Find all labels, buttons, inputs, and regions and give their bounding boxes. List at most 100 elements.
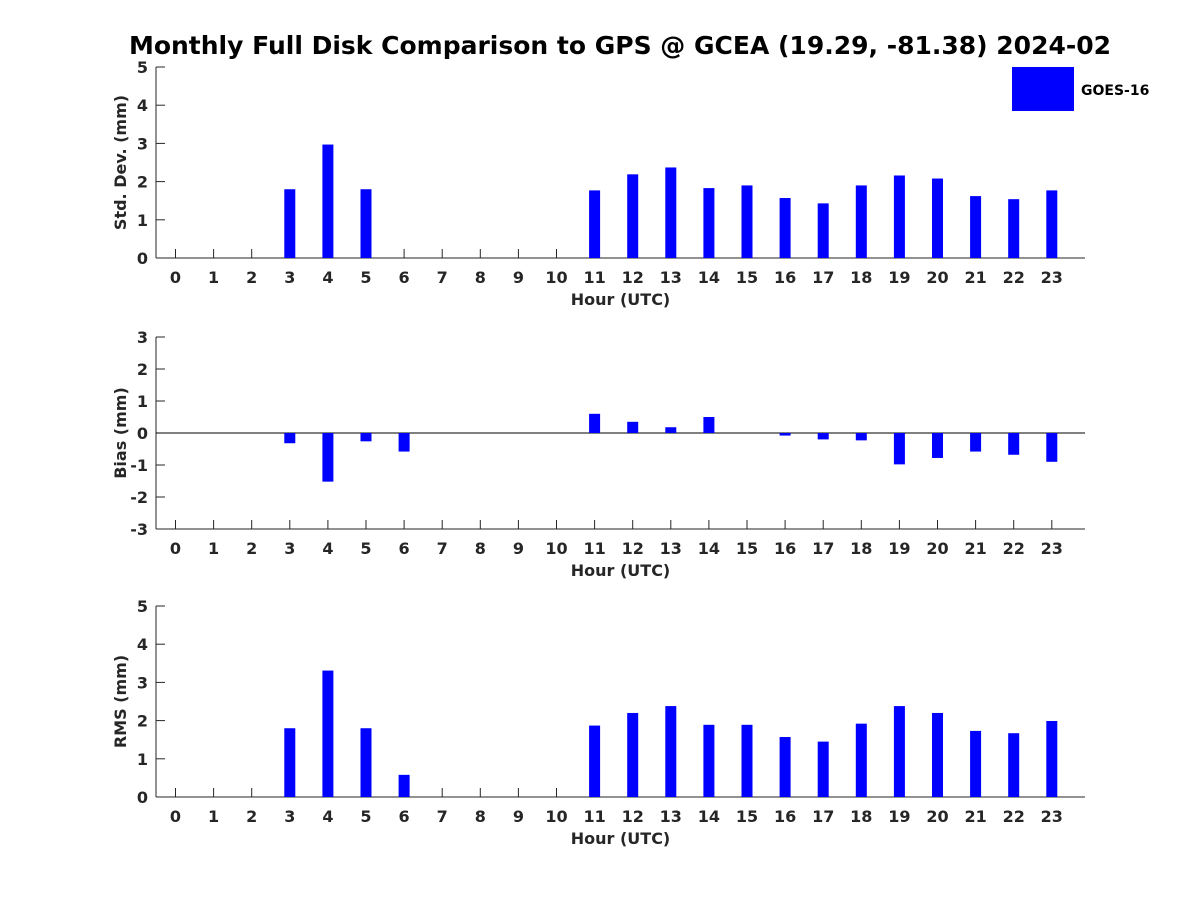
x-tick-label: 15	[736, 807, 758, 826]
y-tick-label: 0	[137, 788, 148, 807]
x-tick-label: 16	[774, 807, 796, 826]
bar-hour-6	[398, 433, 410, 452]
x-tick-label: 8	[475, 807, 486, 826]
x-axis-label: Hour (UTC)	[571, 829, 671, 848]
x-tick-label: 22	[1003, 807, 1025, 826]
bar-hour-19	[893, 175, 905, 258]
legend-swatch-goes-16	[1012, 67, 1074, 111]
bar-hour-15	[741, 185, 753, 258]
bar-hour-18	[855, 723, 867, 797]
y-tick-label: 4	[137, 635, 148, 654]
x-tick-label: 14	[698, 807, 720, 826]
y-tick-label: 3	[137, 134, 148, 153]
bar-hour-12	[627, 712, 639, 797]
bar-hour-17	[817, 203, 829, 258]
x-tick-label: 13	[660, 807, 682, 826]
y-tick-label: 0	[137, 424, 148, 443]
bar-hour-11	[589, 190, 601, 258]
x-tick-label: 20	[926, 268, 948, 287]
x-tick-label: 13	[660, 539, 682, 558]
bar-hour-19	[893, 433, 905, 465]
x-tick-label: 11	[583, 807, 605, 826]
y-axis-label: Std. Dev. (mm)	[111, 95, 130, 230]
bar-hour-22	[1008, 199, 1020, 258]
y-tick-label: 3	[137, 673, 148, 692]
x-tick-label: 21	[964, 268, 986, 287]
bar-hour-14	[703, 417, 715, 433]
bar-hour-21	[970, 196, 982, 258]
bar-hour-21	[970, 433, 982, 452]
x-tick-label: 6	[399, 268, 410, 287]
x-tick-label: 8	[475, 268, 486, 287]
bar-hour-17	[817, 741, 829, 797]
y-tick-label: -3	[130, 520, 148, 539]
x-tick-label: 3	[284, 268, 295, 287]
chart-title: Monthly Full Disk Comparison to GPS @ GC…	[129, 31, 1111, 60]
bar-hour-3	[284, 189, 296, 258]
x-tick-label: 4	[322, 807, 333, 826]
bar-hour-12	[627, 421, 639, 433]
bar-hour-5	[360, 728, 372, 797]
x-tick-label: 9	[513, 268, 524, 287]
bar-hour-14	[703, 724, 715, 797]
x-tick-label: 17	[812, 539, 834, 558]
x-tick-label: 18	[850, 268, 872, 287]
x-tick-label: 19	[888, 807, 910, 826]
x-tick-label: 0	[170, 268, 181, 287]
y-tick-label: 5	[137, 58, 148, 77]
x-tick-label: 2	[246, 539, 257, 558]
x-tick-label: 1	[208, 807, 219, 826]
y-tick-label: 1	[137, 392, 148, 411]
bar-hour-12	[627, 174, 639, 258]
bar-hour-18	[855, 433, 867, 441]
x-tick-label: 19	[888, 539, 910, 558]
x-tick-label: 7	[437, 268, 448, 287]
x-tick-label: 15	[736, 539, 758, 558]
x-tick-label: 4	[322, 268, 333, 287]
x-tick-label: 2	[246, 268, 257, 287]
x-tick-label: 16	[774, 268, 796, 287]
x-tick-label: 5	[360, 539, 371, 558]
bar-hour-3	[284, 433, 296, 444]
x-tick-label: 3	[284, 807, 295, 826]
x-tick-label: 23	[1041, 539, 1063, 558]
x-tick-label: 15	[736, 268, 758, 287]
bar-hour-16	[779, 433, 791, 436]
bar-hour-16	[779, 737, 791, 797]
x-tick-label: 19	[888, 268, 910, 287]
y-axis-label: Bias (mm)	[111, 387, 130, 479]
x-tick-label: 6	[399, 807, 410, 826]
x-tick-label: 17	[812, 268, 834, 287]
y-axis-label: RMS (mm)	[111, 655, 130, 748]
x-tick-label: 18	[850, 807, 872, 826]
bar-hour-5	[360, 189, 372, 258]
x-tick-label: 9	[513, 807, 524, 826]
bar-hour-5	[360, 433, 372, 442]
x-tick-label: 21	[964, 807, 986, 826]
bar-hour-6	[398, 774, 410, 797]
bar-hour-18	[855, 185, 867, 258]
bar-hour-23	[1046, 720, 1058, 797]
x-tick-label: 0	[170, 539, 181, 558]
bar-hour-11	[589, 413, 601, 433]
bar-hour-14	[703, 188, 715, 258]
bar-hour-3	[284, 728, 296, 797]
bar-hour-22	[1008, 733, 1020, 797]
bar-hour-19	[893, 706, 905, 797]
x-tick-label: 22	[1003, 539, 1025, 558]
x-tick-label: 4	[322, 539, 333, 558]
bar-hour-16	[779, 198, 791, 258]
bar-hour-13	[665, 427, 677, 433]
bar-hour-4	[322, 144, 334, 258]
x-tick-label: 6	[399, 539, 410, 558]
y-tick-label: 5	[137, 597, 148, 616]
y-tick-label: -2	[130, 488, 148, 507]
x-tick-label: 5	[360, 807, 371, 826]
bar-hour-20	[932, 712, 943, 797]
x-tick-label: 11	[583, 539, 605, 558]
bar-hour-21	[970, 730, 982, 797]
x-tick-label: 10	[545, 807, 567, 826]
